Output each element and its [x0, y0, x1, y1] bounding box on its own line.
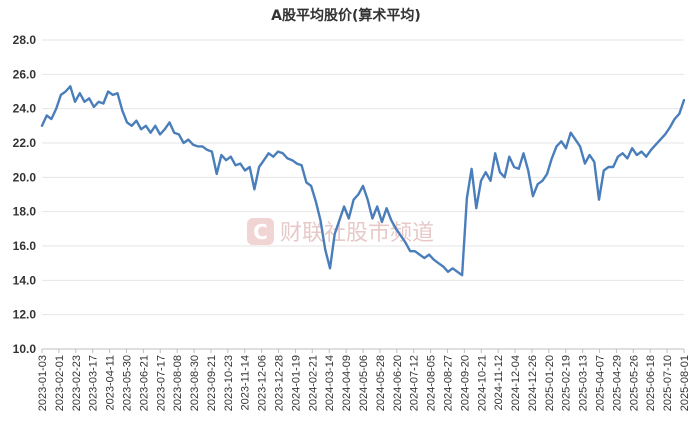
x-tick-label: 2024-07-12	[409, 355, 421, 411]
x-tick-label: 2023-08-30	[189, 355, 201, 411]
x-tick-label: 2023-08-08	[172, 355, 184, 411]
y-axis: 28.0 26.0 24.0 22.0 20.0 18.0 16.0 14.0 12.0 10.0	[13, 33, 37, 356]
x-tick-label: 2023-07-17	[155, 355, 167, 411]
y-tick-label: 26.0	[13, 67, 37, 81]
x-tick-label: 2024-06-20	[392, 355, 404, 411]
y-tick-label: 12.0	[13, 308, 37, 322]
x-tick-label: 2025-01-20	[544, 355, 556, 411]
watermark-text: 财联社股市频道	[280, 221, 434, 246]
y-tick-label: 10.0	[13, 342, 37, 356]
x-tick-label: 2023-05-30	[121, 355, 133, 411]
x-tick-label: 2024-09-20	[459, 355, 471, 411]
x-tick-label: 2025-02-19	[561, 355, 573, 411]
x-axis: 2023-01-03 2023-02-01 2023-02-23 2023-03-17…	[37, 349, 691, 411]
x-tick-label: 2024-01-19	[290, 355, 302, 411]
y-tick-label: 16.0	[13, 239, 37, 253]
y-tick-label: 18.0	[13, 205, 37, 219]
x-tick-label: 2024-12-26	[527, 355, 539, 411]
x-tick-label: 2025-08-01	[679, 355, 691, 411]
x-tick-label: 2023-01-03	[37, 355, 49, 411]
x-tick-label: 2025-03-13	[578, 355, 590, 411]
grid-lines	[42, 39, 684, 350]
x-tick-label: 2024-08-05	[426, 355, 438, 411]
x-tick-label: 2024-08-27	[442, 355, 454, 411]
y-tick-label: 22.0	[13, 136, 37, 150]
x-tick-label: 2024-12-04	[510, 355, 522, 411]
x-tick-label: 2023-11-14	[240, 355, 252, 410]
c-logo-icon	[247, 218, 274, 245]
series-line	[40, 85, 686, 277]
x-tick-label: 2023-06-21	[138, 355, 150, 411]
x-tick-label: 2025-04-07	[595, 355, 607, 411]
x-tick-label: 2023-09-21	[206, 355, 218, 411]
chart-title: A股平均股价(算术平均)	[271, 7, 421, 24]
x-tick-label: 2024-04-09	[341, 355, 353, 411]
x-tick-label: 2024-05-06	[358, 355, 370, 411]
x-tick-label: 2024-02-21	[307, 355, 319, 411]
y-tick-label: 24.0	[13, 102, 37, 116]
x-tick-label: 2023-10-23	[223, 355, 235, 411]
x-tick-label: 2023-02-01	[54, 355, 66, 411]
x-tick-label: 2025-04-29	[611, 355, 623, 411]
y-tick-label: 20.0	[13, 170, 37, 184]
x-tick-label: 2023-12-28	[274, 355, 286, 411]
y-tick-label: 14.0	[13, 273, 37, 287]
x-tick-label: 2024-05-28	[375, 355, 387, 411]
x-tick-label: 2024-03-14	[324, 355, 336, 411]
x-tick-label: 2024-10-21	[476, 355, 488, 411]
y-tick-label: 28.0	[13, 33, 37, 47]
x-tick-label: 2024-11-12	[493, 355, 505, 410]
x-tick-label: 2023-03-17	[88, 355, 100, 411]
watermark: C 财联社股市频道	[247, 218, 434, 246]
x-tick-label: 2025-07-10	[662, 355, 674, 411]
x-tick-label: 2023-12-06	[257, 355, 269, 411]
x-tick-label: 2025-05-26	[628, 355, 640, 411]
svg-text:C: C	[253, 220, 268, 244]
x-tick-label: 2023-02-23	[71, 355, 83, 411]
x-tick-label: 2025-06-18	[645, 355, 657, 411]
x-tick-label: 2023-04-11	[105, 355, 117, 410]
